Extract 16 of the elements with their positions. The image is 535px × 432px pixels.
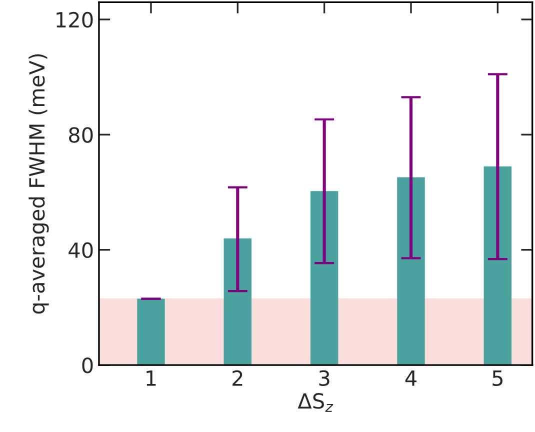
x-tick-label: 1 [146,370,156,386]
x-tick-label: 5 [492,370,502,386]
x-tick-label: 4 [405,370,416,386]
y-tick-label: 0 [82,357,93,374]
y-axis-title: q-averaged FWHM (meV) [28,54,49,314]
bar [137,298,165,366]
y-tick-label: 80 [69,127,93,143]
y-tick-label: 40 [68,242,93,258]
x-axis-title: ΔS$_{z}$ [298,393,334,412]
bar [224,238,252,366]
bar [397,177,425,366]
x-tick-label: 3 [319,370,330,386]
bar [310,191,338,366]
y-tick-label: 120 [56,12,93,28]
bar [484,166,512,366]
x-tick-label: 2 [232,370,242,386]
